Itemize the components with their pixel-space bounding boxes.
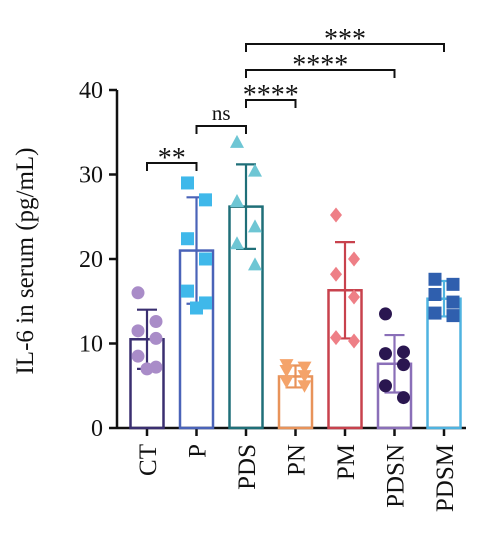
data-point bbox=[149, 315, 163, 329]
data-point bbox=[190, 301, 203, 315]
y-tick-label: 40 bbox=[79, 78, 103, 104]
y-tick-label: 30 bbox=[79, 163, 103, 189]
data-points bbox=[131, 134, 460, 405]
data-point bbox=[428, 287, 442, 301]
data-point bbox=[199, 252, 212, 266]
significance-label: ns bbox=[212, 101, 231, 125]
significance-bracket bbox=[146, 162, 198, 171]
data-point bbox=[330, 330, 342, 346]
significance-bracket bbox=[195, 125, 247, 134]
data-point bbox=[230, 194, 244, 208]
data-point bbox=[248, 163, 262, 177]
x-tick-label: PDSM bbox=[432, 444, 459, 512]
significance-bracket bbox=[245, 99, 297, 108]
data-point bbox=[397, 358, 410, 372]
data-point bbox=[330, 266, 342, 282]
data-point bbox=[446, 295, 460, 309]
data-point bbox=[279, 365, 294, 378]
x-tick-label: PDSN bbox=[383, 444, 410, 508]
x-tick-label: P bbox=[185, 444, 212, 458]
bars bbox=[129, 205, 462, 430]
significance-label: ** bbox=[158, 143, 186, 174]
data-point bbox=[446, 309, 460, 323]
data-point bbox=[131, 324, 145, 338]
significance-label: **** bbox=[292, 50, 348, 81]
data-point bbox=[330, 207, 342, 223]
y-axis-title: IL-6 in serum (pg/mL) bbox=[12, 147, 39, 374]
data-point bbox=[397, 345, 410, 359]
data-point bbox=[279, 376, 294, 389]
data-point bbox=[428, 272, 442, 286]
data-point bbox=[131, 286, 145, 300]
x-tick-label: PDS bbox=[234, 444, 261, 490]
data-point bbox=[297, 380, 312, 393]
significance-bracket bbox=[245, 69, 396, 78]
y-tick-label: 0 bbox=[91, 416, 103, 442]
data-point bbox=[348, 333, 360, 349]
y-tick-label: 10 bbox=[79, 332, 103, 358]
data-point bbox=[348, 289, 360, 305]
significance-label: *** bbox=[324, 24, 366, 55]
data-point bbox=[428, 306, 442, 320]
data-point bbox=[181, 232, 194, 246]
data-point bbox=[379, 307, 392, 321]
y-tick-label: 20 bbox=[79, 247, 103, 273]
data-point bbox=[348, 251, 360, 267]
x-tick-label: PM bbox=[333, 444, 360, 480]
error-bars bbox=[137, 163, 454, 394]
data-point bbox=[248, 219, 262, 233]
significance-bracket bbox=[245, 43, 445, 52]
x-tick-label: CT bbox=[135, 444, 162, 476]
data-point bbox=[230, 236, 244, 250]
axes: 0 10 20 30 40 CT P PDS PN PM PDSN PDSM bbox=[79, 78, 466, 512]
data-point bbox=[199, 193, 212, 207]
data-point bbox=[230, 134, 244, 148]
data-point bbox=[181, 284, 194, 298]
data-point bbox=[297, 361, 312, 375]
data-point bbox=[379, 379, 392, 393]
data-point bbox=[140, 362, 154, 376]
data-point bbox=[131, 349, 145, 363]
data-point bbox=[446, 277, 460, 291]
data-point bbox=[297, 370, 312, 383]
data-point bbox=[397, 391, 410, 405]
significance-brackets: **ns*********** bbox=[146, 24, 445, 174]
data-point bbox=[248, 257, 262, 271]
significance-label: **** bbox=[243, 80, 299, 111]
data-point bbox=[149, 331, 163, 345]
data-point bbox=[379, 347, 392, 361]
x-tick-label: PN bbox=[284, 444, 311, 476]
data-point bbox=[181, 176, 194, 190]
